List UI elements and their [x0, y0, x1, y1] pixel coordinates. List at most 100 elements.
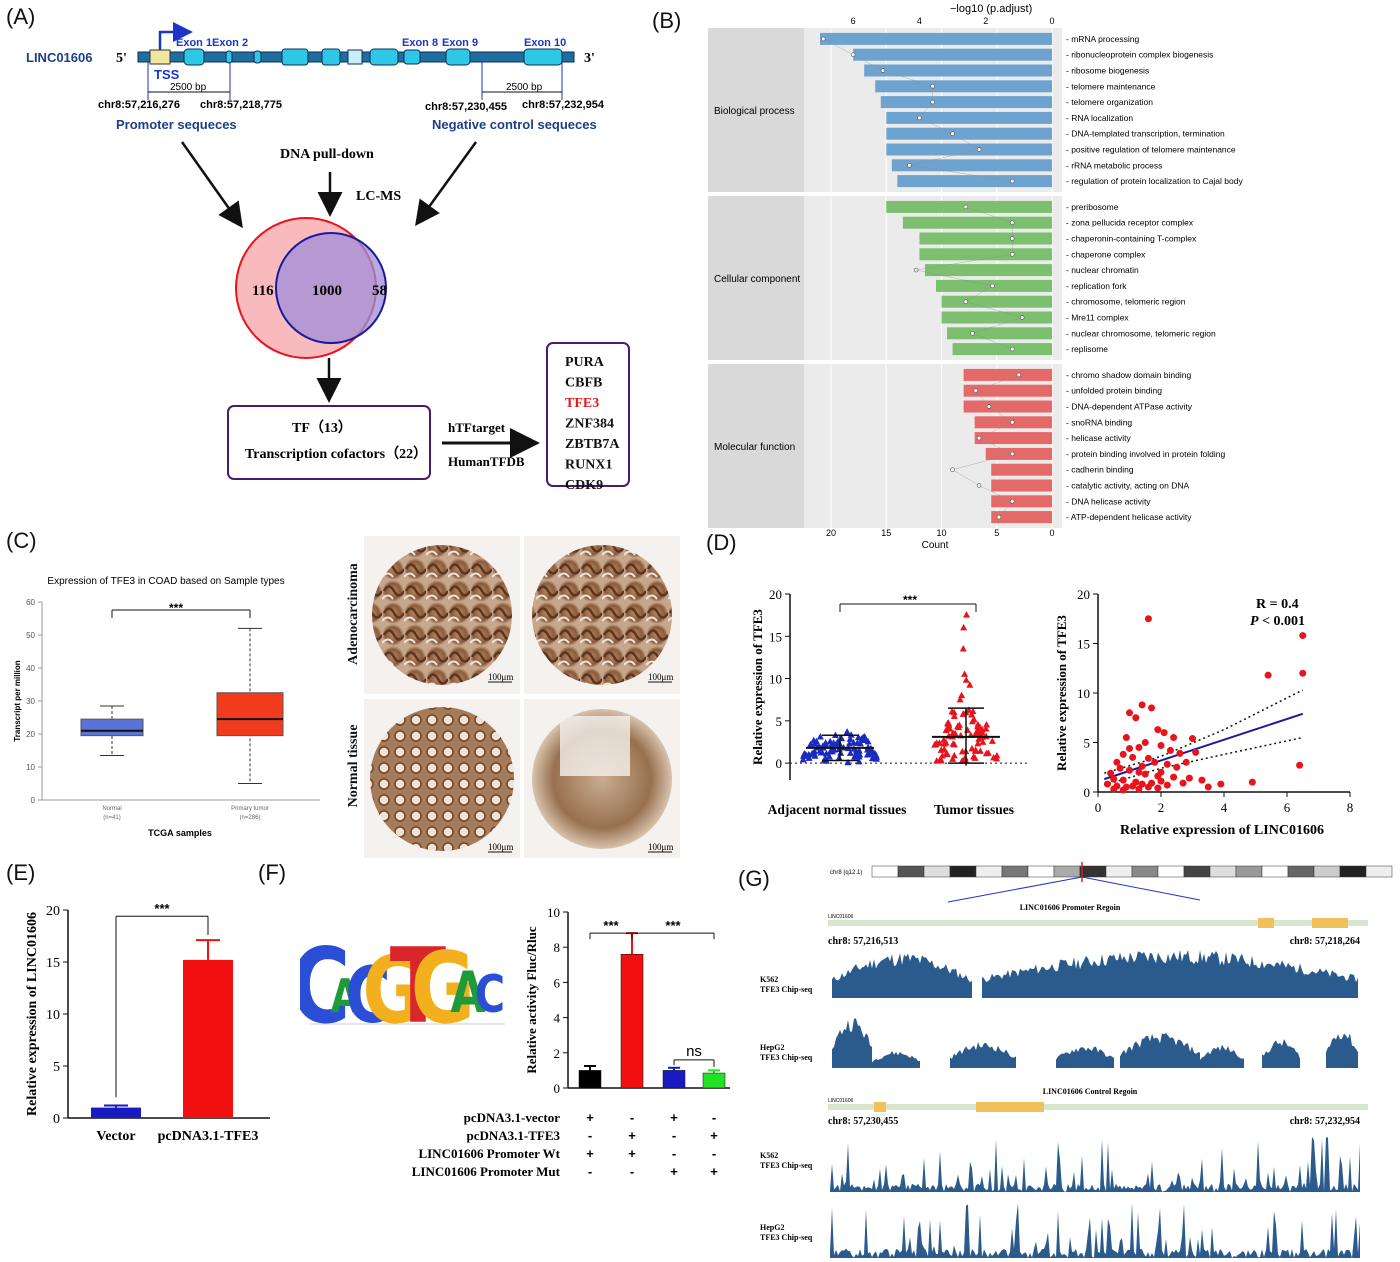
data-point [1264, 671, 1272, 679]
motif-letter: A [450, 960, 485, 1026]
data-point [1119, 750, 1127, 758]
coord-1: chr8:57,216,276 [98, 99, 180, 111]
padj-point [996, 514, 1002, 520]
data-point [962, 676, 970, 683]
bp-left-label: 2500 bp [170, 82, 207, 93]
y-tick: 20 [769, 587, 782, 602]
three-prime-label: 3' [584, 51, 595, 66]
data-point [966, 681, 974, 688]
go-term-label: - RNA localization [1066, 113, 1133, 123]
box [80, 718, 144, 737]
x-tick: pcDNA3.1-TFE3 [158, 1129, 259, 1144]
data-point [810, 750, 818, 757]
arrow-promoter [180, 141, 243, 229]
y-tick: 10 [547, 905, 560, 920]
htftarget-label: hTFtarget [448, 420, 506, 435]
chrom-band [1079, 865, 1107, 878]
go-bar [853, 48, 1052, 61]
exon10-label: Exon 10 [524, 37, 566, 49]
data-point [1179, 779, 1187, 787]
chrom-band [975, 865, 1003, 878]
x-tick: Vector [96, 1129, 135, 1144]
tf-item-znf384: ZNF384 [565, 417, 614, 432]
chrom-band [897, 865, 925, 878]
data-point [964, 726, 972, 733]
bar [702, 1072, 726, 1089]
y-tick: 20 [46, 904, 60, 919]
go-bar [974, 432, 1052, 445]
data-point [932, 740, 940, 748]
exon-1 [149, 49, 171, 65]
control-track [828, 1104, 1368, 1110]
exon-8 [369, 48, 399, 66]
ci-upper [1104, 689, 1304, 774]
padj-point [950, 467, 955, 472]
data-point [1138, 762, 1146, 770]
data-point [978, 726, 986, 733]
x-tick: Adjacent normal tissues [768, 802, 907, 817]
data-point [1192, 748, 1200, 756]
y-tick: 50 [26, 631, 35, 640]
condition-sign: + [670, 1164, 678, 1179]
exon-6 [321, 48, 341, 66]
venn-left-count: 116 [252, 283, 274, 299]
go-term-label: - ATP-dependent helicase activity [1066, 512, 1192, 522]
data-point [993, 754, 1001, 762]
bottom-tick: 10 [937, 528, 947, 538]
data-point [1113, 758, 1121, 766]
chrom-band [1157, 865, 1185, 878]
pulldown-label: DNA pull-down [280, 147, 374, 162]
data-point [974, 722, 982, 730]
data-point [835, 754, 843, 761]
sig-marker: *** [903, 593, 917, 607]
data-point [1176, 749, 1184, 757]
panel-label-b: (B) [652, 8, 682, 33]
data-point [828, 747, 836, 755]
go-bar [952, 343, 1052, 356]
condition-sign: + [586, 1146, 594, 1161]
bottom-tick: 5 [994, 528, 999, 538]
data-point [1126, 709, 1133, 717]
ihc-tumor-2 [532, 545, 672, 685]
condition-sign: + [710, 1128, 718, 1143]
tf-item-tfe3: TFE3 [565, 396, 599, 411]
data-point [1296, 761, 1304, 769]
motif-letter: A [331, 969, 360, 1023]
data-point [954, 722, 962, 729]
data-point [1217, 780, 1225, 788]
chrom-band [1001, 865, 1029, 878]
group-label: Cellular component [714, 274, 800, 285]
y-tick: 0 [776, 756, 783, 771]
padj-point [1016, 372, 1022, 378]
venn-right-count: 58 [372, 283, 387, 299]
track-label: TFE3 Chip-seq [760, 985, 813, 994]
chrom-band [1027, 865, 1055, 878]
bar [91, 1107, 141, 1118]
track-label: TFE3 Chip-seq [760, 1161, 813, 1170]
arrow-negative [415, 141, 478, 227]
data-point [1116, 764, 1124, 772]
control-left-coord: chr8: 57,230,455 [828, 1116, 898, 1127]
box [216, 692, 284, 737]
padj-point [913, 267, 919, 273]
data-point [1107, 769, 1115, 777]
gene-exon [1258, 918, 1274, 928]
data-point [983, 721, 991, 728]
condition-sign: + [670, 1110, 678, 1125]
data-point [1103, 780, 1111, 788]
go-bar [886, 127, 1052, 140]
condition-sign: + [586, 1110, 594, 1125]
data-point [968, 710, 976, 718]
go-term-label: - helicase activity [1066, 433, 1131, 443]
go-bar [963, 384, 1052, 397]
track-label: K562 [760, 1151, 778, 1160]
go-bar [880, 96, 1052, 109]
bar [620, 953, 644, 1089]
go-bar [947, 327, 1052, 340]
go-bar [820, 32, 1052, 45]
sig-marker: *** [154, 901, 170, 916]
data-point [1135, 768, 1143, 776]
data-point [1144, 783, 1152, 791]
y-axis-label: Transcript per million [13, 660, 22, 741]
